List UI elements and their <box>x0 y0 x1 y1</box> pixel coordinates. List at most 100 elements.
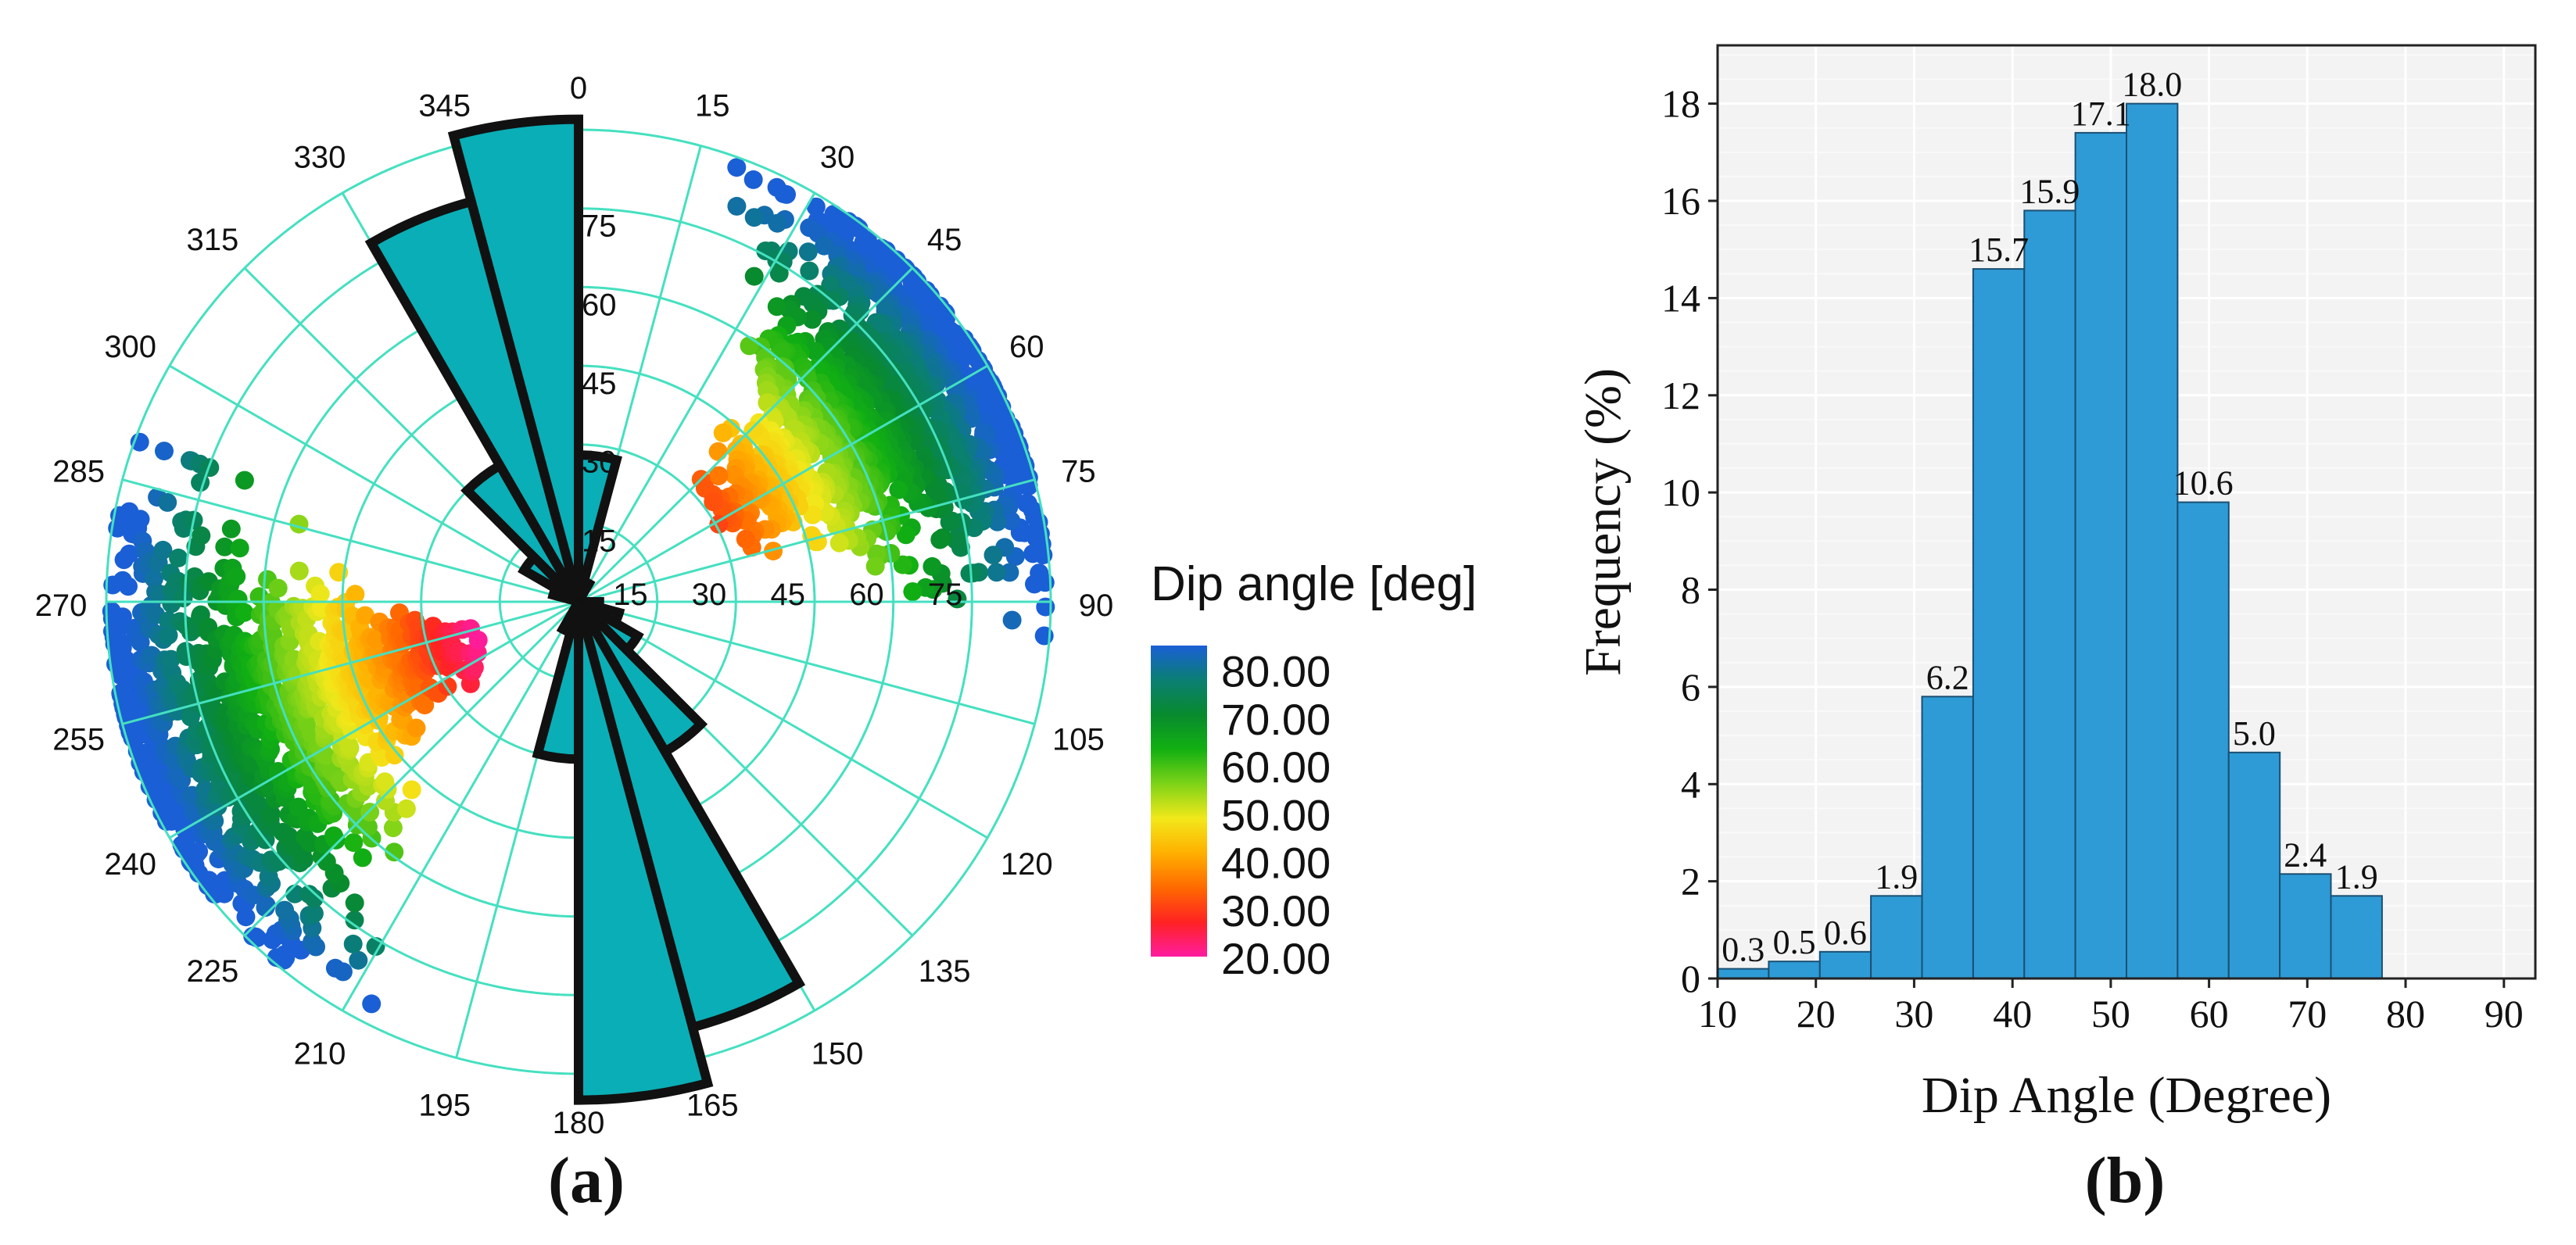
scatter-point <box>385 843 404 862</box>
x-tick-label: 30 <box>1894 992 1933 1036</box>
grid-spoke <box>169 600 579 839</box>
scatter-point <box>235 603 254 622</box>
panel-b-histogram: 0.3 0.5 0.61.96.215.715.917.118.010.65.02.… <box>1575 44 2537 1124</box>
bar-value-label: 17.1 <box>2071 95 2131 133</box>
scatter-point <box>346 585 365 604</box>
scatter-point <box>192 526 211 546</box>
rose-petal <box>364 195 583 605</box>
scatter-point <box>803 505 822 524</box>
scatter-point <box>155 442 174 461</box>
scatter-point <box>344 833 364 853</box>
y-tick-label: 14 <box>1661 276 1700 320</box>
scatter-point <box>903 582 923 601</box>
grid-spoke <box>169 364 579 603</box>
histogram-bar <box>1921 696 1974 979</box>
colorbar-label: 70.00 <box>1221 695 1331 744</box>
y-tick-label: 16 <box>1661 179 1700 223</box>
histogram-bar <box>2330 895 2383 980</box>
scatter-point <box>230 538 249 558</box>
colorbar-label: 20.00 <box>1221 934 1331 983</box>
scatter-point <box>215 537 235 556</box>
scatter-point <box>800 261 819 281</box>
scatter-point <box>1001 511 1021 531</box>
y-axis-ticks: 0 2 4 6 8 10 12 14 16 18 <box>1661 82 1718 1000</box>
rose-petal <box>574 575 596 605</box>
bar-value-label: 10.6 <box>2173 464 2234 503</box>
scatter-point <box>764 542 783 561</box>
bar-value-label: 1.9 <box>1875 857 1918 896</box>
scatter-point <box>798 242 818 262</box>
radial-tick-label-north: 45 <box>582 367 617 401</box>
rose-petal <box>574 450 622 603</box>
y-tick-label: 10 <box>1661 470 1700 514</box>
azimuth-tick-label: 60 <box>1009 330 1044 364</box>
panel-b-caption: (b) <box>2085 1144 2166 1217</box>
rose-petal <box>556 599 583 639</box>
azimuth-tick-label: 180 <box>553 1106 605 1140</box>
x-tick-label: 50 <box>2091 992 2130 1036</box>
scatter-point <box>802 309 822 329</box>
scatter-point <box>268 578 288 598</box>
radial-tick-label-east: 75 <box>928 578 963 612</box>
scatter-point <box>221 519 241 538</box>
y-tick-label: 6 <box>1681 665 1700 709</box>
scatter-point <box>383 818 403 838</box>
scatter-point <box>709 514 729 534</box>
azimuth-tick-label: 195 <box>418 1088 471 1122</box>
histogram-bar <box>2279 873 2332 980</box>
y-tick-label: 18 <box>1661 82 1700 126</box>
x-tick-label: 10 <box>1698 992 1737 1036</box>
histogram-bar <box>1717 968 1770 979</box>
grid-spoke <box>578 478 1035 603</box>
scatter-point <box>743 170 763 189</box>
azimuth-tick-label: 240 <box>104 847 156 882</box>
scatter-point <box>120 544 139 563</box>
scatter-point <box>740 336 759 356</box>
scatter-point <box>153 540 173 560</box>
scatter-point <box>385 746 404 765</box>
bar-value-label: 18.0 <box>2122 66 2182 104</box>
rose-petal <box>532 600 583 764</box>
scatter-point <box>829 533 849 553</box>
bar-value-label: 6.2 <box>1926 658 1969 696</box>
grid-spoke <box>578 600 1035 725</box>
azimuth-tick-label: 120 <box>1001 847 1053 882</box>
scatter-point <box>727 158 747 177</box>
x-tick-label: 20 <box>1797 992 1836 1036</box>
scatter-point <box>983 546 1003 565</box>
radial-tick-label-east: 30 <box>692 578 727 612</box>
azimuth-tick-label: 45 <box>927 223 962 257</box>
panel-a-polar-plot: 0 15 30 45 60 75 90 105 120 135 150 165 180 195 210 225… <box>35 71 1114 1140</box>
scatter-point <box>896 525 915 545</box>
azimuth-tick-label: 255 <box>52 722 105 757</box>
scatter-point <box>304 903 324 923</box>
scatter-point <box>169 548 188 567</box>
scatter-point <box>744 208 764 227</box>
scatter-point <box>415 696 435 715</box>
scatter-point <box>227 567 246 586</box>
histogram-bar <box>1870 895 1923 980</box>
azimuth-tick-label: 165 <box>686 1088 739 1122</box>
scatter-point <box>1002 610 1022 630</box>
azimuth-tick-label: 345 <box>418 89 471 123</box>
azimuth-labels: 0 15 30 45 60 75 90 105 120 135 150 165 180 195 210 225… <box>35 71 1114 1140</box>
scatter-point <box>119 577 138 596</box>
scatter-point <box>131 510 150 529</box>
bar-value-label: 0.5 <box>1773 923 1816 961</box>
scatter-point <box>407 718 426 738</box>
scatter-point <box>767 297 786 317</box>
y-tick-label: 4 <box>1681 762 1700 806</box>
scatter-point <box>161 649 181 669</box>
scatter-point <box>768 213 787 233</box>
scatter-point <box>468 631 488 649</box>
scatter-point <box>235 470 254 490</box>
scatter-point <box>923 556 942 576</box>
scatter-point <box>366 630 385 649</box>
scatter-point <box>402 780 421 800</box>
colorbar-label: 80.00 <box>1221 647 1331 696</box>
scatter-point <box>256 896 276 915</box>
scatter-point <box>275 900 295 920</box>
scatter-point <box>708 442 728 461</box>
panel-a-caption: (a) <box>548 1144 625 1217</box>
grid-spoke <box>578 364 988 603</box>
